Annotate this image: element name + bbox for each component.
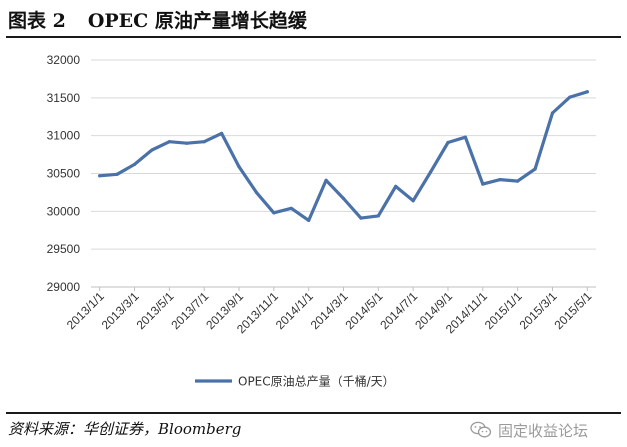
data-point (446, 140, 450, 145)
x-tick-label: 2014/5/1 (343, 289, 386, 332)
data-point (185, 141, 189, 145)
y-tick-label: 29500 (47, 242, 81, 256)
x-tick-label: 2015/5/1 (551, 289, 594, 332)
x-tick-label: 2015/1/1 (482, 289, 525, 332)
figure-title: OPEC 原油产量增长趋缓 (87, 9, 307, 32)
data-point (463, 135, 467, 139)
bottom-rule (6, 412, 621, 414)
data-point (359, 216, 363, 220)
data-point (237, 165, 241, 169)
data-point (254, 190, 259, 195)
watermark: 固定收益论坛 (470, 418, 588, 442)
data-point (568, 95, 572, 99)
series-line (98, 90, 589, 222)
data-point (220, 131, 224, 135)
x-tick-label: 2014/1/1 (273, 289, 316, 332)
x-tick-label: 2014/7/1 (377, 289, 420, 332)
y-tick-label: 32000 (47, 53, 81, 67)
x-tick-label: 2013/7/1 (168, 289, 211, 332)
data-point (428, 170, 433, 174)
data-point (150, 148, 154, 152)
x-tick-label: 2015/3/1 (517, 289, 560, 332)
data-point (167, 140, 171, 144)
legend-label: OPEC原油总产量（千桶/天） (238, 374, 395, 389)
x-tick-label: 2014/3/1 (308, 289, 351, 332)
figure-label: 图表 2 (8, 9, 66, 32)
data-point (498, 177, 502, 182)
y-tick-label: 30000 (47, 204, 81, 218)
y-tick-label: 30500 (47, 167, 81, 181)
line-chart: 29000 29500 30000 30500 31000 31500 32000 2013/… (47, 53, 596, 389)
data-point (202, 140, 206, 144)
x-tick-label: 2013/5/1 (134, 289, 177, 332)
data-point (115, 172, 119, 176)
data-point (550, 111, 555, 115)
x-tick-label: 2013/3/1 (99, 289, 142, 332)
data-point (516, 179, 520, 183)
top-rule (6, 36, 621, 38)
data-point (376, 214, 380, 218)
data-point (289, 206, 293, 210)
wechat-icon (470, 421, 492, 438)
data-point (394, 184, 398, 188)
data-point (324, 178, 328, 182)
data-point (307, 218, 311, 223)
data-point (272, 211, 276, 215)
data-point (481, 182, 485, 186)
y-tick-label: 29000 (47, 280, 81, 294)
data-point (533, 167, 537, 171)
chart-title-bar: 图表 2 OPEC 原油产量增长趋缓 (8, 4, 619, 34)
data-point (585, 90, 589, 94)
y-tick-label: 31000 (47, 129, 81, 143)
watermark-text: 固定收益论坛 (498, 421, 589, 440)
source-note: 资料来源：华创证券，Bloomberg (8, 420, 242, 438)
data-point (411, 199, 415, 203)
data-point (341, 196, 346, 201)
data-point (98, 174, 102, 178)
data-point (132, 162, 137, 167)
x-tick-label: 2013/1/1 (64, 289, 107, 332)
y-tick-label: 31500 (47, 91, 81, 105)
